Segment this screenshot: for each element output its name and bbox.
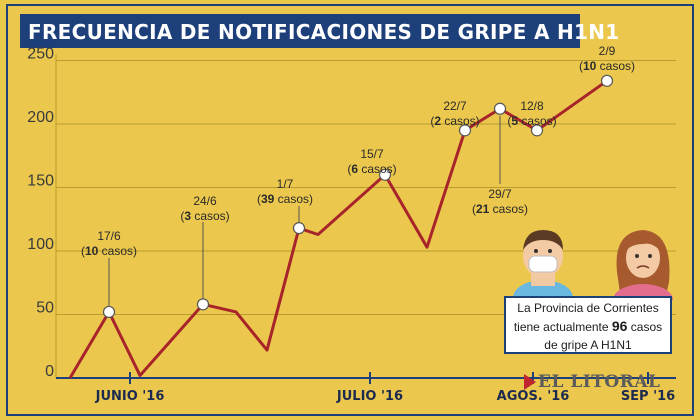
annotation-date: 24/6 bbox=[193, 194, 217, 208]
data-point-marker bbox=[292, 222, 306, 235]
data-point-marker bbox=[530, 124, 544, 137]
note-line-2-pre: tiene actualmente bbox=[513, 320, 612, 334]
data-point-marker bbox=[196, 298, 210, 311]
annotation-cases: (3 casos) bbox=[180, 209, 229, 223]
note-case-count: 96 bbox=[611, 318, 628, 334]
annotation-date: 1/7 bbox=[277, 177, 294, 191]
x-tick-label: JUNIO '16 bbox=[95, 389, 165, 404]
data-point-marker bbox=[378, 168, 392, 181]
annotation-cases: (5 casos) bbox=[507, 114, 556, 128]
annotation-cases: (10 casos) bbox=[579, 59, 635, 73]
data-point-marker bbox=[600, 74, 614, 87]
y-tick-label: 50 bbox=[36, 300, 54, 317]
x-tick-label: AGOS. '16 bbox=[497, 389, 570, 404]
annotation-date: 15/7 bbox=[360, 147, 384, 161]
logo-mark-icon bbox=[524, 374, 536, 390]
annotation-cases: (2 casos) bbox=[430, 114, 479, 128]
y-tick-label: 200 bbox=[27, 109, 54, 126]
annotation-date: 2/9 bbox=[599, 44, 616, 58]
data-point-marker bbox=[458, 124, 472, 137]
annotation-cases: (21 casos) bbox=[472, 202, 528, 216]
chart-title: FRECUENCIA DE NOTIFICACIONES DE GRIPE A … bbox=[28, 20, 620, 44]
annotation-date: 12/8 bbox=[520, 99, 544, 113]
girl-figure bbox=[613, 230, 673, 300]
info-note: La Provincia de Corrientes tiene actualm… bbox=[504, 296, 672, 354]
annotation-date: 22/7 bbox=[443, 99, 467, 113]
note-line-2-post: casos bbox=[627, 320, 663, 334]
annotation-cases: (39 casos) bbox=[257, 192, 313, 206]
y-tick-label: 150 bbox=[27, 173, 54, 190]
x-tick-label: JULIO '16 bbox=[336, 389, 403, 404]
people-illustration bbox=[513, 230, 673, 300]
note-line-3: de gripe A H1N1 bbox=[544, 338, 632, 352]
annotation-date: 29/7 bbox=[488, 187, 512, 201]
title-bar bbox=[20, 14, 580, 48]
annotation-cases: (6 casos) bbox=[347, 162, 396, 176]
x-tick-label: SEP '16 bbox=[621, 389, 675, 404]
annotation-cases: (10 casos) bbox=[81, 244, 137, 258]
annotation-date: 17/6 bbox=[97, 229, 121, 243]
data-point-marker bbox=[102, 305, 116, 319]
boy-figure bbox=[513, 230, 573, 300]
note-line-1: La Provincia de Corrientes bbox=[517, 301, 659, 315]
y-tick-label: 0 bbox=[45, 363, 54, 380]
series-line bbox=[68, 79, 608, 379]
note-line-2: tiene actualmente 96 casos bbox=[506, 317, 670, 336]
publisher-logo: EL LITORAL bbox=[538, 372, 661, 392]
data-point-marker bbox=[493, 102, 507, 115]
y-tick-label: 250 bbox=[27, 46, 54, 63]
y-tick-label: 100 bbox=[27, 236, 54, 253]
